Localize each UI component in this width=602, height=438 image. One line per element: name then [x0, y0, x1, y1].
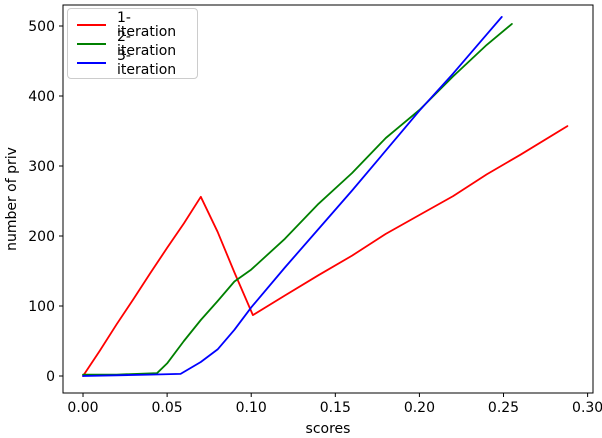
legend-item-1-iteration: 1-iteration: [77, 11, 188, 39]
legend-label: 3-iteration: [117, 47, 177, 78]
x-tick-label: 0.05: [152, 400, 183, 416]
series-line-1-iteration: [82, 125, 569, 377]
x-tick-label: 0.25: [488, 400, 519, 416]
legend-item-3-iteration: 3-iteration: [77, 49, 188, 77]
y-axis-label: number of priv: [4, 147, 20, 251]
x-tick-label: 0.30: [572, 400, 602, 416]
legend: 1-iteration 2-iteration 3-iteration: [67, 8, 198, 79]
y-tick-label: 400: [28, 89, 55, 105]
series-line-3-iteration: [82, 15, 503, 377]
legend-item-2-iteration: 2-iteration: [77, 30, 188, 58]
legend-swatch-1-iteration: [77, 23, 106, 26]
y-tick-label: 500: [28, 19, 55, 35]
x-tick-label: 0.10: [236, 400, 267, 416]
y-tick-label: 300: [28, 159, 55, 175]
y-tick-label: 200: [28, 229, 55, 245]
x-tick-label: 0.15: [320, 400, 351, 416]
legend-swatch-2-iteration: [77, 42, 106, 45]
y-tick-label: 100: [28, 299, 55, 315]
x-axis-label: scores: [305, 421, 351, 437]
legend-label: 1-iteration: [117, 9, 177, 40]
legend-label: 2-iteration: [117, 28, 177, 59]
plot-spines: [62, 4, 594, 394]
x-tick-label: 0.00: [67, 400, 98, 416]
x-tick-label: 0.20: [404, 400, 435, 416]
legend-swatch-3-iteration: [77, 61, 106, 64]
y-tick-label: 0: [46, 369, 55, 385]
